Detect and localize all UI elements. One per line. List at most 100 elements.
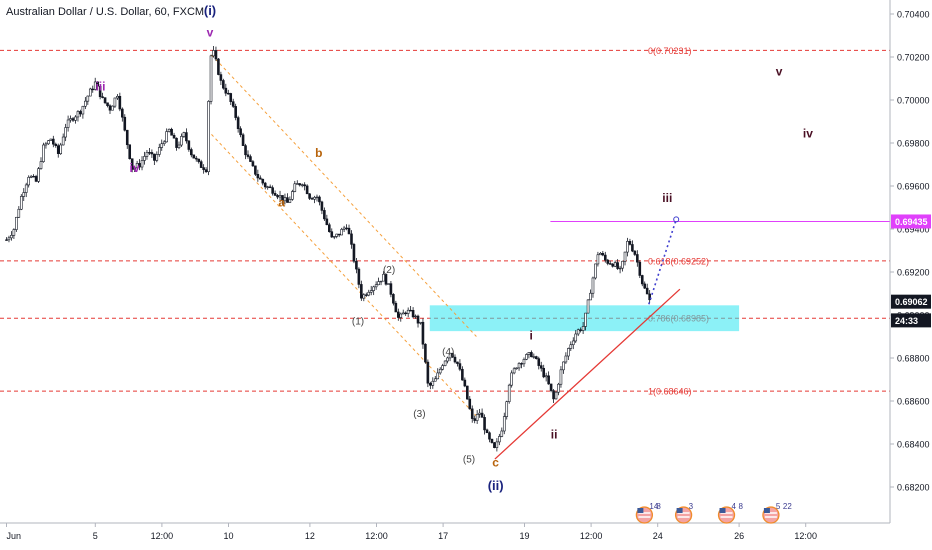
wave-label: (ii) <box>488 478 504 493</box>
candle-body <box>522 359 526 365</box>
candle-body <box>379 280 383 283</box>
candle-body <box>160 143 164 148</box>
candle-body <box>47 140 50 145</box>
candle-body <box>56 145 60 154</box>
candle-body <box>520 363 523 365</box>
candle-body <box>106 102 109 106</box>
candle-body <box>140 160 144 168</box>
candle-body <box>463 379 467 387</box>
candle-body <box>298 183 302 186</box>
candle-body <box>12 229 16 236</box>
candle-body <box>59 144 63 154</box>
wave-label: (3) <box>413 409 425 420</box>
candle-body <box>443 360 447 366</box>
candle-body <box>490 438 494 443</box>
candle-body <box>389 283 393 295</box>
time-tick-label: 5 <box>93 531 98 541</box>
candle-body <box>606 259 610 264</box>
candle-body <box>394 302 398 313</box>
wave-label: iii <box>95 79 105 93</box>
candle-body <box>448 352 452 359</box>
candle-body <box>288 199 292 203</box>
candle-body <box>374 284 378 288</box>
event-count: 14 <box>649 502 658 511</box>
candle-body <box>500 430 504 437</box>
candle-body <box>350 233 353 245</box>
candle-body <box>241 134 245 146</box>
candle-body <box>626 240 629 253</box>
candle-body <box>167 128 171 132</box>
candle-body <box>488 432 491 440</box>
candle-body <box>360 284 363 299</box>
candle-body <box>416 315 420 324</box>
candle-body <box>236 117 240 130</box>
candle-body <box>157 147 161 155</box>
candle-body <box>17 208 21 218</box>
candle-body <box>470 408 474 419</box>
candle-body <box>135 163 139 169</box>
candle-body <box>451 352 454 358</box>
candle-body <box>209 55 213 102</box>
event-sub-count: 8 <box>656 502 661 511</box>
candle-body <box>91 88 95 91</box>
candle-body <box>446 357 449 362</box>
wave-label: b <box>315 146 322 160</box>
candle-body <box>401 312 405 315</box>
candle-body <box>133 167 136 170</box>
candle-body <box>638 261 642 276</box>
candle-body <box>162 141 166 145</box>
candle-body <box>493 442 496 448</box>
candle-body <box>636 254 639 263</box>
candle-body <box>148 152 151 154</box>
candle-body <box>121 108 124 118</box>
event-flag-canton <box>637 508 644 513</box>
candle-body <box>234 106 237 118</box>
wave-label: iv <box>130 161 140 175</box>
candle-body <box>591 277 595 294</box>
candle-body <box>535 356 538 359</box>
candle-body <box>261 178 265 184</box>
candle-body <box>345 227 348 230</box>
candle-body <box>567 348 570 357</box>
candle-body <box>539 365 543 369</box>
candle-body <box>251 161 255 167</box>
candle-body <box>69 118 72 121</box>
candle-body <box>419 321 422 324</box>
candle-body <box>544 375 548 378</box>
candle-body <box>424 343 427 363</box>
candle-body <box>387 283 390 285</box>
candle-body <box>39 161 43 169</box>
candle-body <box>224 87 228 94</box>
candle-body <box>81 105 85 115</box>
candle-body <box>98 85 102 98</box>
candle-body <box>537 358 541 366</box>
candle-body <box>268 186 272 188</box>
candle-body <box>182 132 186 137</box>
candle-body <box>281 195 284 202</box>
price-tick-label: 0.69400 <box>897 225 930 235</box>
candle-body <box>527 352 531 355</box>
candle-body <box>108 105 112 111</box>
candle-body <box>172 134 176 139</box>
time-tick-label: 12:00 <box>151 531 174 541</box>
candle-body <box>266 186 270 188</box>
event-sub-count: 22 <box>783 502 792 511</box>
candle-body <box>52 138 55 145</box>
candle-body <box>547 375 550 385</box>
candle-body <box>24 184 28 193</box>
candle-body <box>150 152 154 155</box>
candle-body <box>495 441 499 448</box>
candle-body <box>640 275 644 285</box>
candle-body <box>273 193 277 196</box>
candle-body <box>263 182 267 188</box>
candle-body <box>441 365 444 370</box>
candle-body <box>502 416 506 432</box>
wave-label: (4) <box>442 347 454 358</box>
candle-body <box>631 244 634 252</box>
candle-body <box>562 361 565 371</box>
candle-body <box>34 176 38 182</box>
channel-line <box>211 134 477 417</box>
current-price-badge-bg <box>891 294 931 309</box>
candle-body <box>507 384 511 402</box>
